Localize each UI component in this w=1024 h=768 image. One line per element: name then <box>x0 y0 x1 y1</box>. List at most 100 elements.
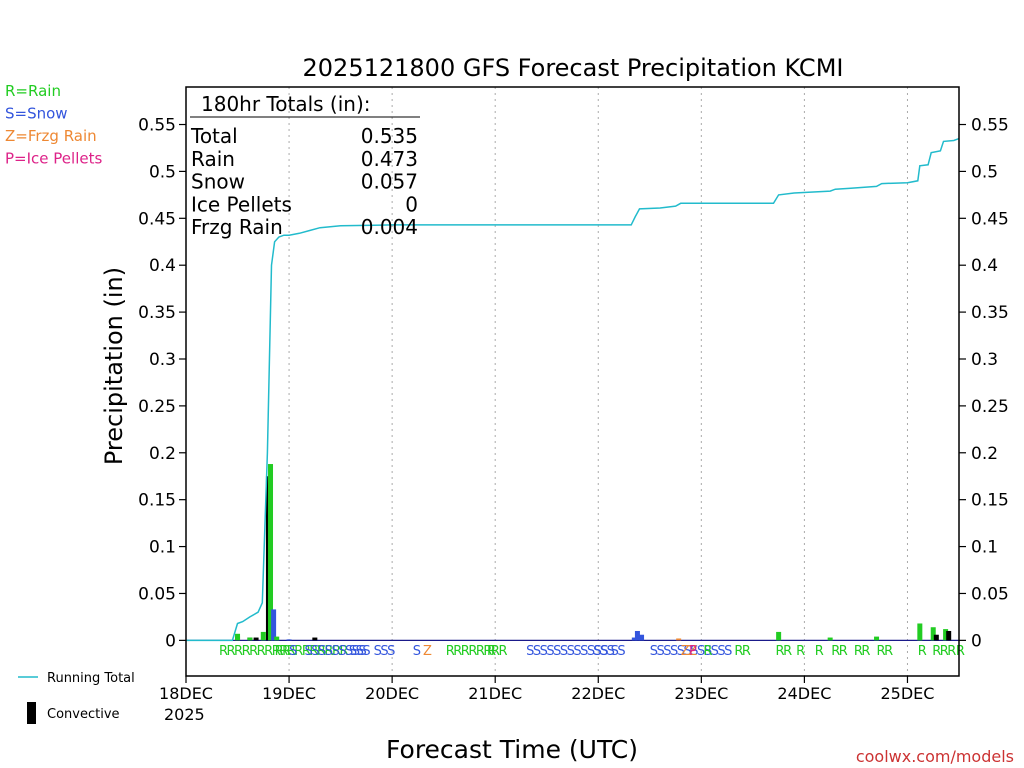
bar-snow-8 <box>271 609 277 641</box>
ytick-label-left-1: 0.05 <box>138 584 176 604</box>
ytick-label-right-8: 0.4 <box>971 256 998 276</box>
ptype-marker-21: RR <box>831 644 848 659</box>
totals-row-value-1: 0.473 <box>361 147 418 171</box>
ptype-marker-1: RR <box>275 644 292 659</box>
ytick-label-right-9: 0.45 <box>971 209 1009 229</box>
ptype-marker-25: RRR <box>932 644 956 659</box>
ytick-label-left-5: 0.25 <box>138 397 176 417</box>
xtick-label-0: 18DEC <box>159 684 213 703</box>
ptype-marker-5: SSS <box>374 644 396 659</box>
bar-rain-17 <box>827 637 833 641</box>
ptype-marker-22: RR <box>854 644 871 659</box>
ytick-label-left-0: 0 <box>165 631 176 651</box>
bar-rain-7 <box>268 464 274 641</box>
y-axis-right: 0 0.05 0.1 0.15 0.2 0.25 0.3 0.35 0.4 0.45 0.5 0.55 <box>959 116 1009 651</box>
ytick-label-right-5: 0.25 <box>971 397 1009 417</box>
bar-convective-4 <box>253 637 259 641</box>
xtick-sublabel-0: 2025 <box>164 705 205 724</box>
ptype-marker-19: R <box>796 644 805 659</box>
ptype-marker-12: SS <box>611 644 626 659</box>
precip-type-legend: R=Rain S=Snow Z=Frzg Rain P=Ice Pellets <box>5 82 102 168</box>
totals-row-value-4: 0.004 <box>361 215 418 239</box>
ytick-label-left-4: 0.2 <box>149 444 176 464</box>
legend-type-3: P=Ice Pellets <box>5 150 102 168</box>
bar-snow-10 <box>286 639 292 641</box>
ytick-label-left-9: 0.45 <box>138 209 176 229</box>
running-total-line <box>186 137 960 642</box>
legend-type-1: S=Snow <box>5 105 68 123</box>
xtick-label-2: 20DEC <box>365 684 419 703</box>
bar-rain-3 <box>247 637 253 641</box>
x-axis-label: Forecast Time (UTC) <box>386 735 638 764</box>
totals-row-label-1: Rain <box>191 147 235 171</box>
totals-row-value-3: 0 <box>405 192 418 216</box>
precip-bars <box>235 464 952 641</box>
y-axis-left: 0 0.05 0.1 0.15 0.2 0.25 0.3 0.35 0.4 0.45 0.5 0.55 <box>138 116 186 651</box>
ytick-label-left-3: 0.15 <box>138 491 176 511</box>
ytick-label-right-0: 0 <box>971 631 982 651</box>
ptype-marker-8: RRRRRRRR <box>446 644 508 659</box>
bar-rain-1 <box>235 633 241 641</box>
ytick-label-right-7: 0.35 <box>971 303 1009 323</box>
xtick-label-4: 22DEC <box>571 684 625 703</box>
xtick-label-7: 25DEC <box>880 684 934 703</box>
xtick-label-6: 24DEC <box>777 684 831 703</box>
ptype-marker-26: R <box>956 644 965 659</box>
bar-rain-9 <box>274 636 280 641</box>
bar-rain-20 <box>930 627 936 641</box>
ptype-marker-16: R <box>703 644 712 659</box>
totals-box: 180hr Totals (in): Total 0.535 Rain 0.473 Sno… <box>190 92 420 239</box>
xtick-label-3: 21DEC <box>468 684 522 703</box>
ptype-marker-10: SSSSSSSSSSSS <box>526 644 608 659</box>
legend-type-0: R=Rain <box>5 82 61 100</box>
y-axis-label: Precipitation (in) <box>100 267 128 465</box>
ytick-label-right-3: 0.15 <box>971 491 1009 511</box>
ptype-marker-0: RRRRRRRRRRRRRRRRR <box>219 644 349 659</box>
bar-rain-19 <box>917 623 923 641</box>
legend-bar-swatch-1 <box>27 702 36 724</box>
bar-rain-18 <box>874 636 880 641</box>
bar-frzg-15 <box>676 638 682 641</box>
ytick-label-right-6: 0.3 <box>971 350 998 370</box>
ptype-marker-2: S <box>289 644 297 659</box>
totals-header: 180hr Totals (in): <box>201 92 371 116</box>
legend-line-label-0: Running Total <box>47 671 135 686</box>
totals-row-value-2: 0.057 <box>361 170 418 194</box>
x-axis: 18DEC 2025 19DEC 20DEC 21DEC 22DEC 23DEC 24DEC 2… <box>159 676 934 724</box>
bar-snow-13 <box>634 630 640 641</box>
totals-row-label-0: Total <box>190 124 238 148</box>
xtick-label-5: 23DEC <box>674 684 728 703</box>
ptype-marker-11: SSS <box>593 644 615 659</box>
ytick-label-right-1: 0.05 <box>971 584 1009 604</box>
ytick-label-left-10: 0.5 <box>149 162 176 182</box>
ptype-marker-14: ZZ <box>681 644 697 659</box>
ytick-label-right-10: 0.5 <box>971 162 998 182</box>
ytick-label-left-2: 0.1 <box>149 538 176 558</box>
totals-row-label-4: Frzg Rain <box>191 215 283 239</box>
legend-line-label-1: Convective <box>47 707 120 722</box>
ytick-label-right-4: 0.2 <box>971 444 998 464</box>
ytick-label-left-8: 0.4 <box>149 256 176 276</box>
ptype-marker-9: R <box>487 644 496 659</box>
bar-snow-14 <box>639 634 645 641</box>
ytick-label-right-11: 0.55 <box>971 116 1009 136</box>
ptype-marker-6: S <box>413 644 421 659</box>
ytick-label-right-2: 0.1 <box>971 538 998 558</box>
ptype-marker-20: R <box>815 644 824 659</box>
ptype-marker-13: SSSSSSSSSSSS <box>650 644 732 659</box>
ptype-marker-17: RR <box>734 644 751 659</box>
ptype-marker-3: SSSSSSSSS <box>305 644 367 659</box>
ytick-label-left-11: 0.55 <box>138 116 176 136</box>
ptype-marker-7: Z <box>423 644 432 659</box>
bar-snow-12 <box>631 637 637 641</box>
bar-rain-5 <box>260 631 266 641</box>
legend-type-2: Z=Frzg Rain <box>5 127 97 145</box>
bar-rain-16 <box>776 631 782 641</box>
watermark: coolwx.com/models <box>856 747 1014 766</box>
totals-row-value-0: 0.535 <box>361 124 418 148</box>
ptype-marker-24: R <box>918 644 927 659</box>
chart-title: 2025121800 GFS Forecast Precipitation KC… <box>303 54 844 82</box>
ytick-label-left-7: 0.35 <box>138 303 176 323</box>
